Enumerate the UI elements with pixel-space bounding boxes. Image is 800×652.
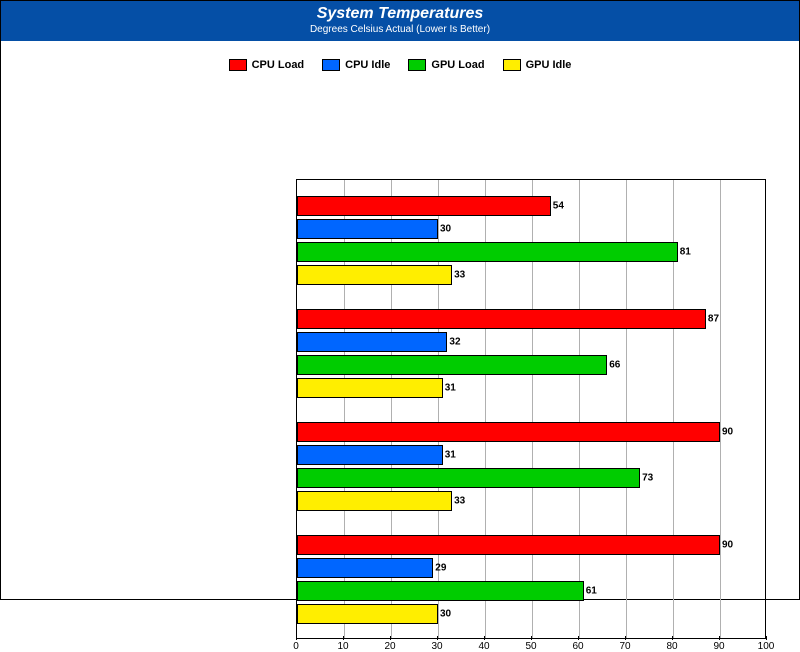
bar-gpu_load: 66: [297, 355, 607, 375]
bar-gpu_idle: 30: [297, 604, 438, 624]
legend-label: GPU Load: [431, 59, 484, 71]
legend-swatch: [229, 59, 247, 71]
x-tick-label: 90: [713, 641, 724, 652]
chart-body: 54 30 81 33 87 32 66 31 90 31 73 33 90 29 61 30: [296, 179, 766, 639]
bar-group: 54 30 81 33: [297, 196, 765, 285]
bar-cpu_load: 90: [297, 422, 720, 442]
x-tick-label: 60: [572, 641, 583, 652]
bar-cpu_idle: 31: [297, 445, 443, 465]
legend-swatch: [408, 59, 426, 71]
legend-item: CPU Idle: [322, 59, 390, 71]
x-tick-mark: [343, 636, 344, 640]
x-tick-mark: [484, 636, 485, 640]
x-tick-mark: [578, 636, 579, 640]
bar-value-label: 90: [719, 540, 733, 551]
bar-group: 90 31 73 33: [297, 422, 765, 511]
bar-gpu_load: 61: [297, 581, 584, 601]
chart-title: System Temperatures: [1, 5, 799, 23]
bar-group: 90 29 61 30: [297, 535, 765, 624]
x-tick-mark: [719, 636, 720, 640]
bar-group: 87 32 66 31: [297, 309, 765, 398]
bar-value-label: 32: [446, 337, 460, 348]
bar-gpu_load: 81: [297, 242, 678, 262]
x-tick-label: 100: [758, 641, 775, 652]
bar-value-label: 87: [705, 314, 719, 325]
x-tick-mark: [390, 636, 391, 640]
bar-value-label: 66: [606, 360, 620, 371]
bar-gpu_idle: 31: [297, 378, 443, 398]
bar-value-label: 73: [639, 473, 653, 484]
chart-header: System Temperatures Degrees Celsius Actu…: [1, 1, 799, 41]
bar-value-label: 33: [451, 270, 465, 281]
x-tick-label: 40: [478, 641, 489, 652]
legend-item: CPU Load: [229, 59, 305, 71]
bar-value-label: 29: [432, 563, 446, 574]
bar-value-label: 30: [437, 609, 451, 620]
bar-cpu_idle: 32: [297, 332, 447, 352]
bar-value-label: 81: [677, 247, 691, 258]
x-tick-mark: [437, 636, 438, 640]
legend: CPU Load CPU Idle GPU Load GPU Idle: [1, 41, 799, 79]
bar-value-label: 31: [442, 383, 456, 394]
x-tick-label: 0: [293, 641, 299, 652]
x-tick-label: 50: [525, 641, 536, 652]
x-tick-mark: [766, 636, 767, 640]
chart-container: System Temperatures Degrees Celsius Actu…: [0, 0, 800, 600]
bar-value-label: 33: [451, 496, 465, 507]
legend-label: CPU Idle: [345, 59, 390, 71]
x-tick-mark: [672, 636, 673, 640]
bar-cpu_load: 87: [297, 309, 706, 329]
x-tick-label: 20: [384, 641, 395, 652]
bar-gpu_idle: 33: [297, 491, 452, 511]
bar-value-label: 54: [550, 201, 564, 212]
x-tick-label: 80: [666, 641, 677, 652]
bar-cpu_idle: 29: [297, 558, 433, 578]
x-tick-mark: [625, 636, 626, 640]
bar-cpu_load: 90: [297, 535, 720, 555]
x-tick-mark: [296, 636, 297, 640]
bar-value-label: 31: [442, 450, 456, 461]
x-tick-mark: [531, 636, 532, 640]
x-tick-label: 10: [337, 641, 348, 652]
legend-label: CPU Load: [252, 59, 305, 71]
bar-value-label: 61: [583, 586, 597, 597]
legend-item: GPU Load: [408, 59, 484, 71]
legend-item: GPU Idle: [503, 59, 572, 71]
bar-value-label: 30: [437, 224, 451, 235]
x-tick-label: 30: [431, 641, 442, 652]
chart-subtitle: Degrees Celsius Actual (Lower Is Better): [1, 24, 799, 35]
bar-value-label: 90: [719, 427, 733, 438]
x-tick-label: 70: [619, 641, 630, 652]
bar-gpu_load: 73: [297, 468, 640, 488]
legend-swatch: [503, 59, 521, 71]
bar-cpu_load: 54: [297, 196, 551, 216]
legend-label: GPU Idle: [526, 59, 572, 71]
legend-swatch: [322, 59, 340, 71]
bar-cpu_idle: 30: [297, 219, 438, 239]
bar-gpu_idle: 33: [297, 265, 452, 285]
